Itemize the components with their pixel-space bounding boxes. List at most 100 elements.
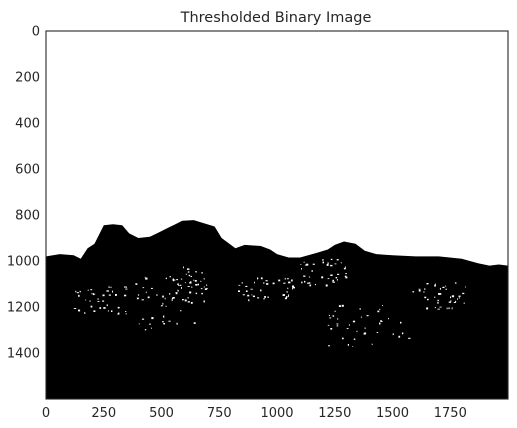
speckle: [463, 302, 465, 304]
speckle: [245, 285, 248, 287]
speckle: [201, 292, 203, 295]
speckle: [457, 298, 458, 300]
x-tick-label: 500: [149, 406, 174, 421]
speckle: [184, 299, 187, 302]
speckle: [257, 277, 259, 280]
speckle: [360, 316, 362, 318]
speckle: [345, 266, 346, 268]
speckle: [303, 275, 306, 277]
speckle: [341, 304, 344, 307]
speckle: [242, 294, 245, 296]
speckle: [382, 305, 383, 306]
speckle: [107, 310, 109, 312]
speckle: [451, 295, 455, 298]
speckle: [427, 298, 429, 301]
speckle: [278, 279, 281, 282]
speckle: [177, 283, 179, 285]
speckle: [330, 258, 333, 260]
speckle: [163, 323, 165, 325]
speckle: [348, 324, 350, 326]
speckle: [434, 283, 436, 286]
speckle: [345, 273, 347, 275]
speckle: [171, 297, 174, 300]
speckle: [171, 299, 173, 302]
speckle: [379, 322, 381, 325]
speckle: [398, 335, 401, 338]
speckle: [177, 289, 179, 292]
speckle: [203, 286, 205, 288]
x-tick-label: 1500: [376, 406, 409, 421]
speckle: [251, 294, 253, 296]
speckle: [169, 276, 171, 278]
speckle: [418, 289, 421, 292]
x-axis: 0 250 500 750 1000 1250 1500 1750: [42, 406, 467, 421]
speckle: [448, 301, 451, 303]
speckle: [195, 271, 197, 273]
speckle: [254, 281, 255, 284]
speckle: [179, 284, 182, 286]
speckle: [445, 288, 447, 290]
speckle: [187, 268, 190, 270]
speckle: [156, 294, 158, 296]
speckle: [115, 294, 117, 296]
speckle: [408, 337, 411, 339]
speckle: [434, 307, 436, 309]
speckle: [238, 290, 240, 292]
speckle: [300, 264, 302, 265]
speckle: [291, 279, 293, 282]
speckle: [124, 294, 127, 297]
speckle: [195, 284, 198, 286]
speckle: [183, 266, 184, 269]
speckle: [332, 281, 335, 283]
speckle: [328, 314, 330, 317]
speckle: [144, 329, 147, 331]
speckle: [329, 317, 332, 319]
speckle: [455, 300, 457, 303]
speckle: [99, 307, 102, 309]
plot-area: [45, 30, 509, 400]
speckle: [125, 286, 127, 288]
speckle: [252, 295, 255, 298]
speckle: [442, 286, 445, 288]
speckle: [392, 333, 394, 336]
speckle: [283, 282, 286, 284]
speckle: [363, 333, 366, 335]
y-tick-label: 1200: [7, 301, 40, 316]
speckle: [187, 301, 190, 303]
speckle: [292, 286, 295, 289]
speckles: [73, 258, 466, 347]
speckle: [248, 299, 250, 302]
speckle: [247, 294, 250, 297]
speckle: [364, 327, 366, 330]
speckle: [366, 315, 369, 317]
speckle: [412, 291, 415, 293]
speckle: [458, 295, 461, 297]
speckle: [103, 307, 106, 309]
speckle: [85, 299, 87, 301]
speckle: [189, 281, 192, 284]
speckle: [138, 323, 140, 325]
speckle: [301, 281, 303, 284]
speckle: [117, 306, 120, 309]
speckle: [380, 320, 382, 322]
speckle: [180, 278, 183, 280]
speckle: [142, 287, 145, 289]
speckle: [111, 310, 113, 312]
speckle: [321, 276, 324, 279]
speckle: [137, 294, 140, 296]
speckle: [328, 345, 330, 347]
speckle: [330, 274, 333, 276]
dark-region: [46, 220, 508, 399]
speckle: [352, 320, 356, 323]
speckle: [184, 282, 186, 284]
speckle: [162, 295, 164, 298]
speckle: [282, 294, 285, 296]
speckle: [165, 305, 167, 307]
speckle: [165, 277, 167, 280]
speckle: [301, 268, 302, 270]
speckle: [286, 291, 288, 293]
speckle: [426, 283, 429, 285]
speckle: [286, 296, 288, 298]
speckle: [187, 271, 190, 273]
